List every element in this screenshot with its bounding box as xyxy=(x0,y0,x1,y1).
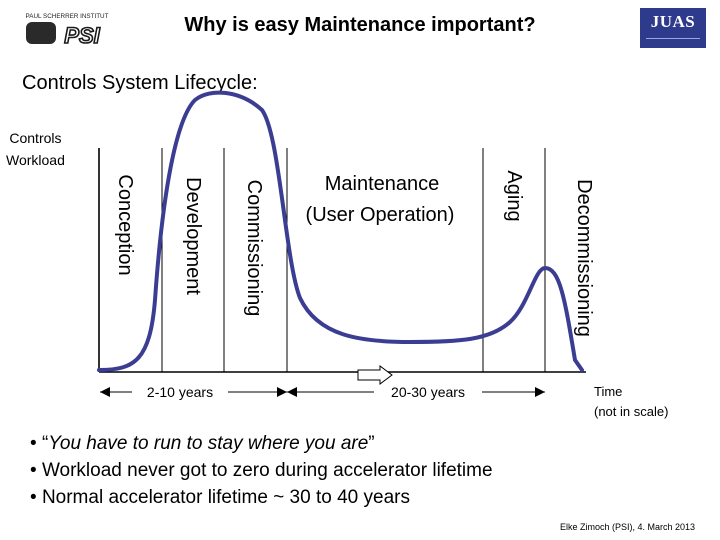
phase-label-development: Development xyxy=(182,177,204,295)
span-label-maintenance-bg xyxy=(374,381,482,403)
span-arrow-maintenance-left-head xyxy=(287,387,297,397)
bullet-item: • Workload never got to zero during acce… xyxy=(30,460,493,481)
slide-subtitle: Controls System Lifecycle: xyxy=(22,72,258,94)
span-arrow-early-left-head xyxy=(100,387,110,397)
bullet-text: Workload never got to zero during accele… xyxy=(41,460,493,481)
bullet-item: • “You have to run to stay where you are… xyxy=(30,433,375,454)
y-axis-label-line2: Workload xyxy=(6,152,65,168)
slide-title: Why is easy Maintenance important? xyxy=(184,14,536,36)
juas-logo-line xyxy=(646,38,700,39)
phase-label-aging: Aging xyxy=(503,170,525,221)
phase-label-maintenance-sub: (User Operation) xyxy=(306,204,455,226)
juas-logo: JUAS xyxy=(640,8,706,48)
quote-open: “ xyxy=(41,433,49,454)
bullet-item: • Normal accelerator lifetime ~ 30 to 40… xyxy=(30,487,410,508)
phase-label-decommissioning: Decommissioning xyxy=(573,179,595,337)
y-axis-label-line1: Controls xyxy=(9,130,62,146)
psi-logo-bar xyxy=(26,22,56,44)
span-arrow-maintenance-right-head xyxy=(535,387,545,397)
span-arrow-early-right-head xyxy=(277,387,287,397)
psi-logo: PAUL SCHERRER INSTITUT PSI xyxy=(26,13,109,48)
workload-curve xyxy=(97,90,584,372)
juas-logo-text: JUAS xyxy=(650,12,696,31)
quote-close: ” xyxy=(368,433,375,454)
x-axis-label-line1: Time xyxy=(594,384,622,399)
phase-label-commissioning: Commissioning xyxy=(243,180,265,317)
x-axis-label-line2: (not in scale) xyxy=(594,404,668,419)
footer-credit: Elke Zimoch (PSI), 4. March 2013 xyxy=(560,522,696,532)
bullet-list: • “You have to run to stay where you are… xyxy=(30,430,493,511)
span-label-early-bg xyxy=(132,381,228,403)
phase-label-maintenance: Maintenance xyxy=(325,173,440,195)
psi-logo-letters: PSI xyxy=(64,23,100,48)
psi-logo-small-text: PAUL SCHERRER INSTITUT xyxy=(26,13,109,20)
span-label-maintenance: 20-30 years xyxy=(391,384,465,400)
bullet-quote-text: You have to run to stay where you are xyxy=(48,433,369,454)
span-label-early: 2-10 years xyxy=(147,384,213,400)
y-axis-label: Controls Workload xyxy=(6,127,65,171)
block-arrow-icon xyxy=(357,365,393,385)
bullet-text: Normal accelerator lifetime ~ 30 to 40 y… xyxy=(41,487,410,508)
phase-label-conception: Conception xyxy=(114,174,136,275)
